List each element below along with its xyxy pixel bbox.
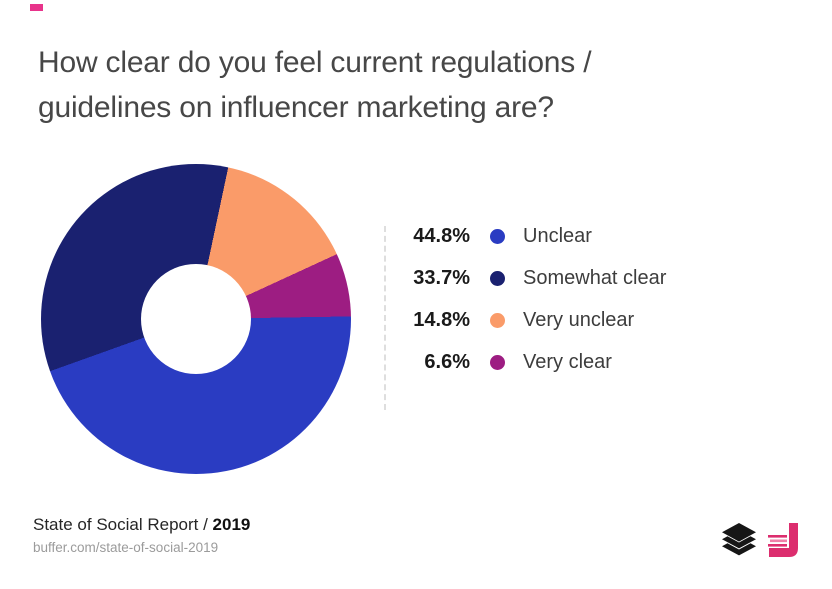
chart-legend: 44.8% Unclear 33.7% Somewhat clear 14.8%… xyxy=(400,215,666,383)
donut-chart xyxy=(41,164,351,474)
title-line-2: guidelines on influencer marketing are? xyxy=(38,91,554,124)
report-title: State of Social Report / 2019 xyxy=(33,514,250,536)
legend-item: 33.7% Somewhat clear xyxy=(400,257,666,299)
legend-item: 14.8% Very unclear xyxy=(400,299,666,341)
legend-value: 44.8% xyxy=(413,224,470,247)
report-title-year: 2019 xyxy=(212,515,251,534)
accent-dash xyxy=(30,4,43,11)
donut-hole xyxy=(141,264,251,374)
footer: State of Social Report / 2019 buffer.com… xyxy=(33,514,250,557)
legend-item: 6.6% Very clear xyxy=(400,341,666,383)
legend-label: Very clear xyxy=(523,350,612,373)
buffer-logo-icon xyxy=(722,523,756,556)
legend-color-dot xyxy=(490,270,505,286)
legend-item: 44.8% Unclear xyxy=(400,215,666,257)
page-title: How clear do you feel current regulation… xyxy=(38,40,592,130)
legend-label: Somewhat clear xyxy=(523,266,667,289)
legend-color-dot xyxy=(490,354,505,370)
legend-color-dot xyxy=(490,228,505,244)
title-line-1: How clear do you feel current regulation… xyxy=(38,46,592,79)
legend-divider-dashed-line xyxy=(384,226,386,410)
legend-label: Unclear xyxy=(523,224,592,247)
legend-color-dot xyxy=(490,312,505,328)
legend-value: 33.7% xyxy=(413,266,470,289)
partner-logo-icon xyxy=(768,523,798,557)
report-title-label: State of Social Report / xyxy=(33,515,213,534)
legend-value: 14.8% xyxy=(413,308,470,331)
report-url: buffer.com/state-of-social-2019 xyxy=(33,540,219,555)
legend-value: 6.6% xyxy=(424,350,470,373)
legend-label: Very unclear xyxy=(523,308,635,331)
